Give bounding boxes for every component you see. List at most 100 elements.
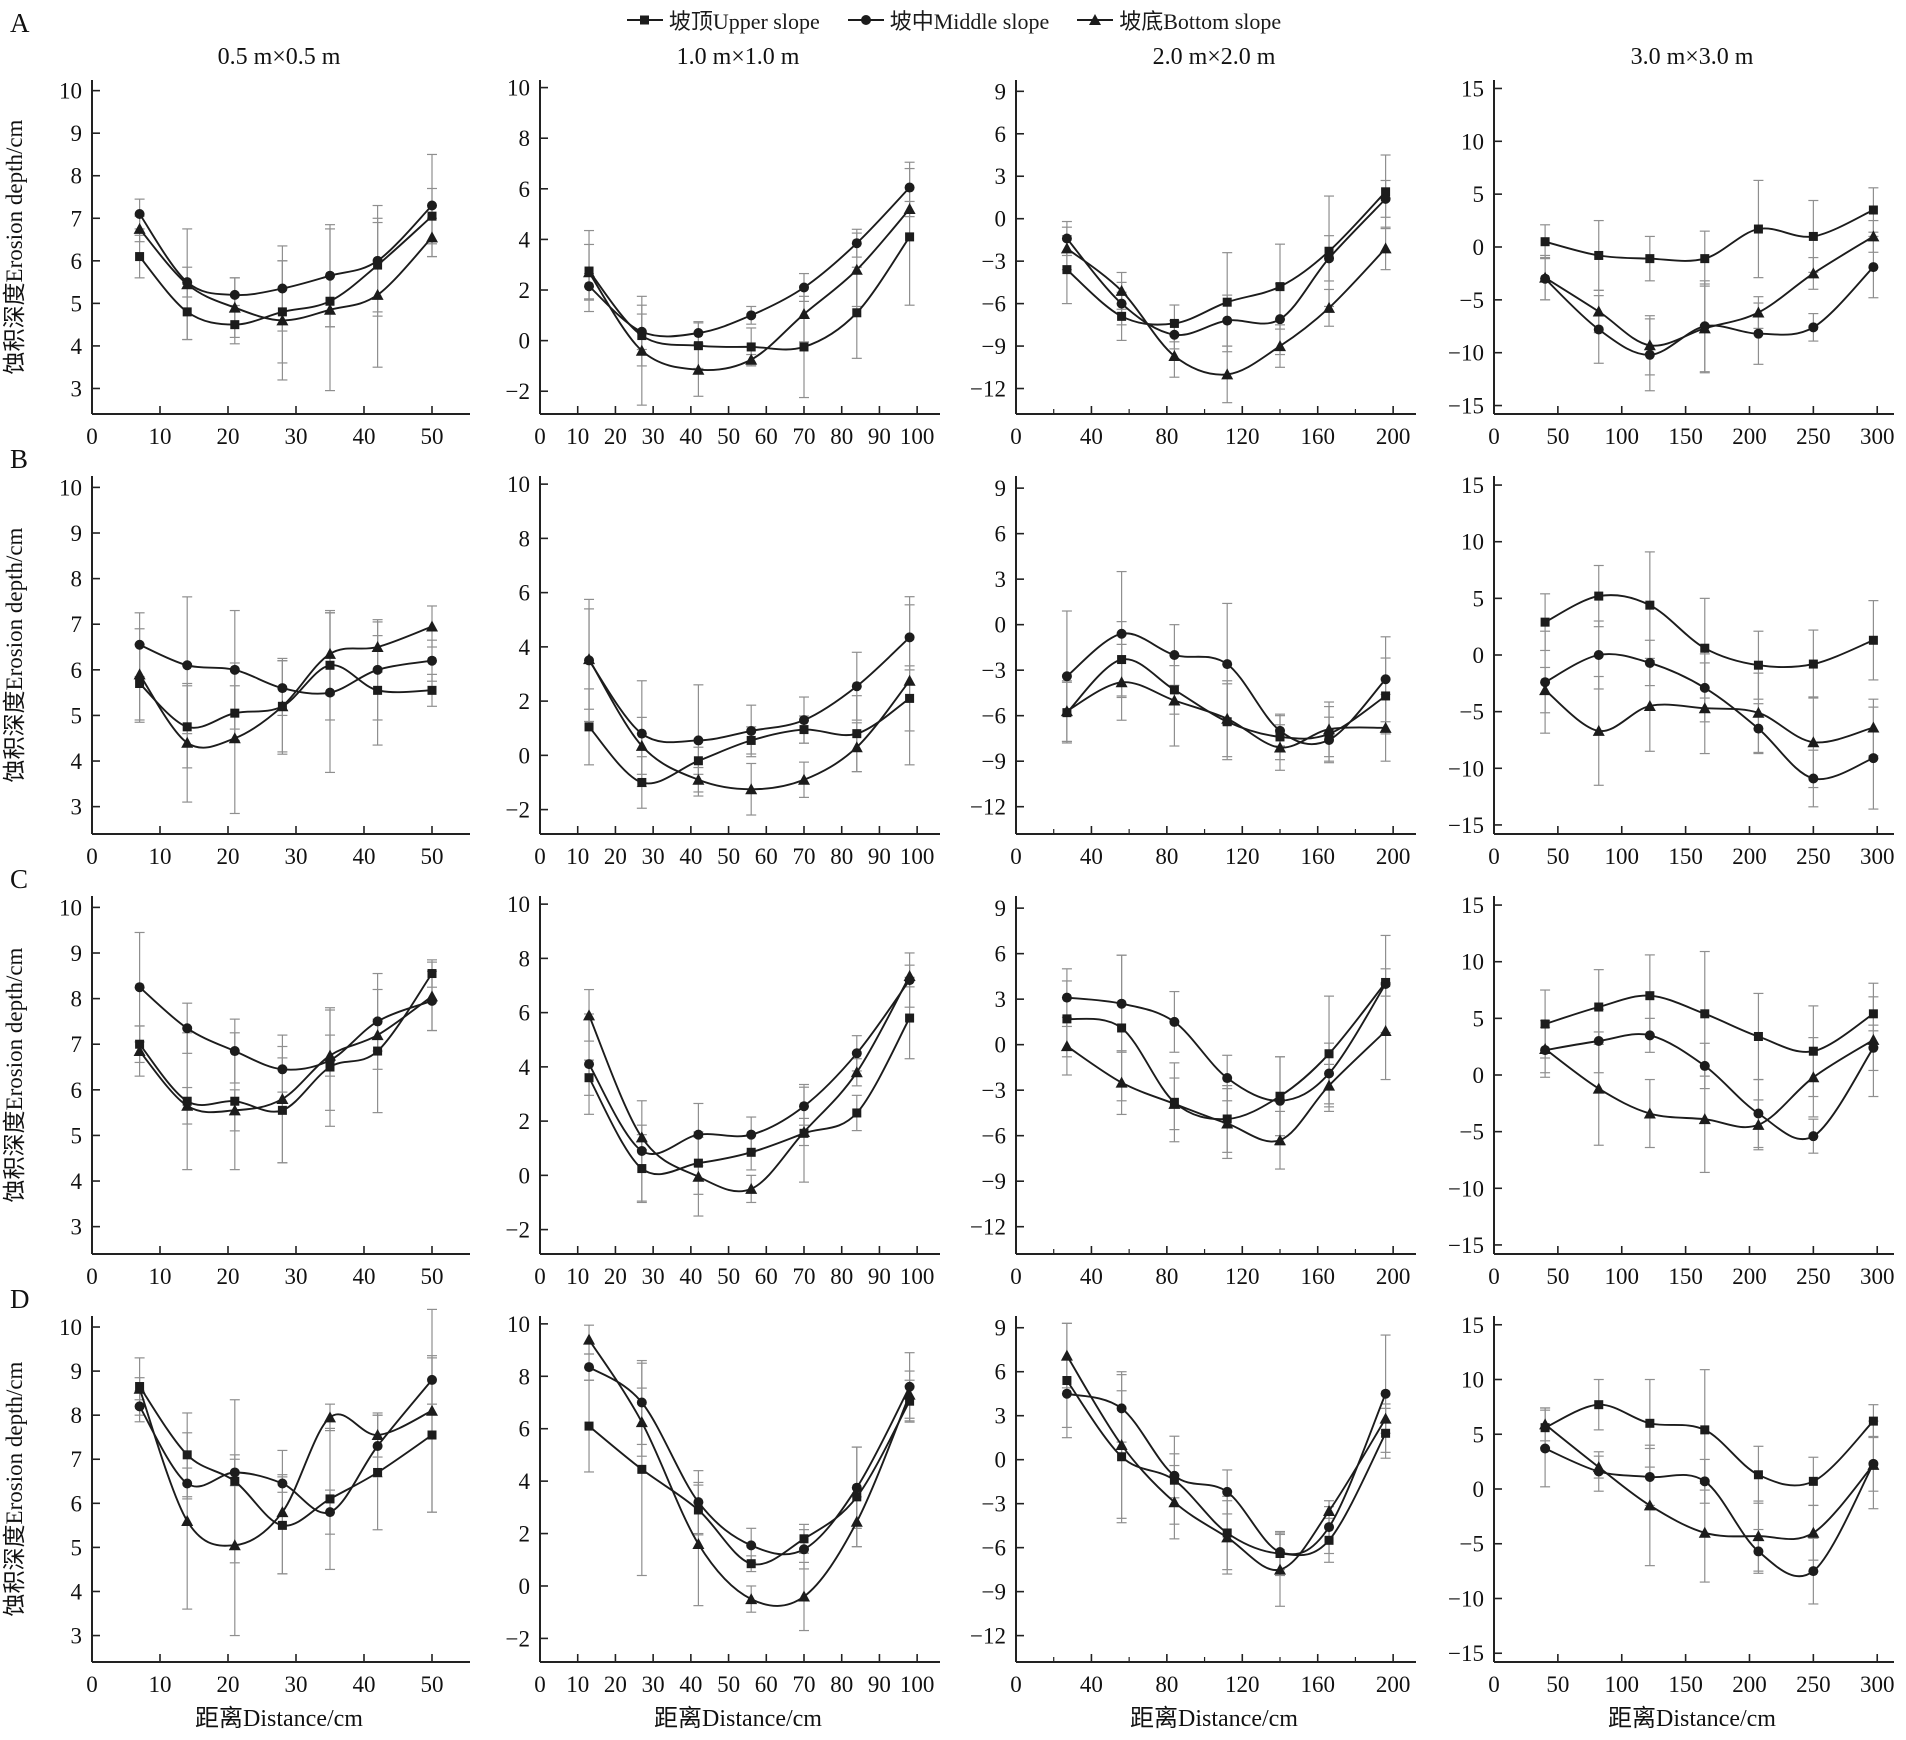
x-tick-label: 40 (1080, 424, 1103, 449)
y-axis-label: 蚀积深度Erosion depth/cm (2, 119, 27, 374)
x-tick-label: 100 (900, 1672, 935, 1697)
x-tick-label: 80 (830, 1672, 853, 1697)
circle-marker (1275, 1547, 1285, 1558)
chart-canvas: 3 4 5 6 7 8 9 10 0 10 20 30 40 50 蚀积深度Erosion depth/cm (2, 895, 470, 1289)
triangle-marker (1643, 1499, 1656, 1511)
x-tick-label: 120 (1225, 1672, 1260, 1697)
y-tick-label: 6 (995, 1360, 1007, 1385)
circle-marker (372, 1441, 383, 1452)
circle-marker (1061, 671, 1072, 682)
square-marker (1645, 254, 1655, 264)
circle-marker (584, 1059, 595, 1070)
y-tick-label: 9 (71, 521, 83, 546)
error-bars (584, 1324, 915, 1632)
square-marker (1645, 1418, 1655, 1428)
y-tick-label: 15 (1461, 76, 1484, 101)
triangle-marker (371, 1429, 384, 1441)
square-marker (1808, 231, 1818, 241)
circle-line-marker-icon (847, 15, 884, 25)
circle-marker (1699, 1060, 1710, 1071)
series-square (1540, 205, 1878, 264)
square-marker (905, 1396, 915, 1406)
circle-marker (1593, 1036, 1604, 1047)
chart-D-0.5 m×0.5 m: 3 4 5 6 7 8 9 10 0 10 20 30 40 50 蚀积深度Erosion depth/cm… (0, 1300, 476, 1740)
y-tick-label: 0 (1473, 235, 1485, 260)
x-tick-label: 90 (868, 424, 891, 449)
circle-marker (799, 1101, 809, 1112)
y-tick-label: −2 (506, 1218, 530, 1243)
x-tick-label: 70 (793, 1672, 816, 1697)
legend-label-middle: 坡中Middle slope (889, 9, 1050, 34)
circle-marker (584, 281, 595, 292)
x-tick-label: 0 (534, 844, 546, 869)
x-tick-label: 150 (1668, 1672, 1703, 1697)
circle-marker (1222, 1073, 1233, 1084)
triangle-marker (1379, 242, 1392, 254)
circle-marker (1116, 298, 1127, 309)
chart-title: 1.0 m×1.0 m (677, 44, 800, 70)
triangle-marker (798, 308, 810, 320)
x-tick-label: 200 (1732, 424, 1767, 449)
triangle-marker (1867, 721, 1880, 733)
error-bars (1540, 179, 1879, 392)
x-tick-label: 60 (755, 424, 778, 449)
y-tick-label: −6 (982, 1124, 1006, 1149)
circle-marker (1753, 723, 1764, 734)
chart-A-0.5 m×0.5 m: 3 4 5 6 7 8 9 10 0 10 20 30 40 50 0.5 m×0.5 m 蚀积深度Erosi… (0, 40, 476, 460)
y-tick-label: 7 (71, 206, 83, 231)
y-tick-label: 15 (1461, 473, 1484, 498)
triangle-marker (1539, 1418, 1552, 1430)
y-tick-label: −10 (1448, 1176, 1484, 1201)
circle-marker (1061, 1388, 1072, 1399)
circle-marker (1593, 650, 1604, 660)
axes: −12 −9 −6 −3 0 3 6 9 0 40 80 120 160 200 (970, 476, 1416, 869)
y-tick-label: 6 (995, 522, 1007, 547)
y-tick-label: 8 (71, 164, 83, 189)
y-tick-label: −9 (982, 1169, 1006, 1194)
x-tick-label: 50 (421, 844, 444, 869)
circle-marker (799, 715, 809, 726)
triangle-marker (426, 231, 438, 243)
y-tick-label: 9 (71, 121, 83, 146)
triangle-marker (181, 736, 194, 748)
y-tick-label: −15 (1448, 813, 1484, 838)
square-line-marker-icon (626, 15, 663, 25)
triangle-marker (324, 1049, 336, 1061)
circle-marker (1324, 1522, 1335, 1533)
y-tick-label: −12 (970, 1624, 1006, 1649)
circle-marker (277, 1478, 288, 1489)
circle-marker (1808, 322, 1819, 333)
triangle-marker (1221, 368, 1234, 380)
x-tick-label: 80 (830, 844, 853, 869)
x-tick-label: 100 (1604, 1672, 1639, 1697)
x-tick-label: 0 (86, 1264, 98, 1289)
series-circle (134, 982, 437, 1075)
x-tick-label: 40 (1080, 1672, 1103, 1697)
x-tick-label: 300 (1860, 1264, 1895, 1289)
axes: −12 −9 −6 −3 0 3 6 9 0 40 80 120 160 200 (970, 1316, 1416, 1697)
circle-marker (851, 681, 862, 692)
series-triangle (133, 620, 438, 749)
circle-marker (1324, 734, 1335, 745)
circle-marker (1753, 1108, 1764, 1119)
x-tick-label: 30 (285, 844, 308, 869)
x-tick-label: 10 (149, 424, 172, 449)
y-tick-label: 10 (507, 1312, 530, 1337)
circle-marker (693, 1497, 704, 1508)
circle-marker (1593, 324, 1604, 335)
x-tick-label: 20 (217, 424, 240, 449)
triangle-marker (1698, 1526, 1711, 1538)
series-square (584, 232, 915, 352)
triangle-marker (1274, 1563, 1286, 1575)
error-bars (1061, 1322, 1391, 1607)
circle-marker (229, 289, 240, 300)
triangle-marker (1168, 694, 1181, 706)
square-marker (1868, 205, 1878, 215)
square-marker (1381, 187, 1391, 197)
axes: −12 −9 −6 −3 0 3 6 9 0 40 80 120 160 200 (970, 79, 1416, 449)
triangle-marker (276, 314, 289, 326)
triangle-marker (426, 620, 438, 632)
circle-marker (851, 1482, 862, 1493)
circle-marker (1061, 992, 1072, 1003)
triangle-marker (1274, 340, 1286, 352)
